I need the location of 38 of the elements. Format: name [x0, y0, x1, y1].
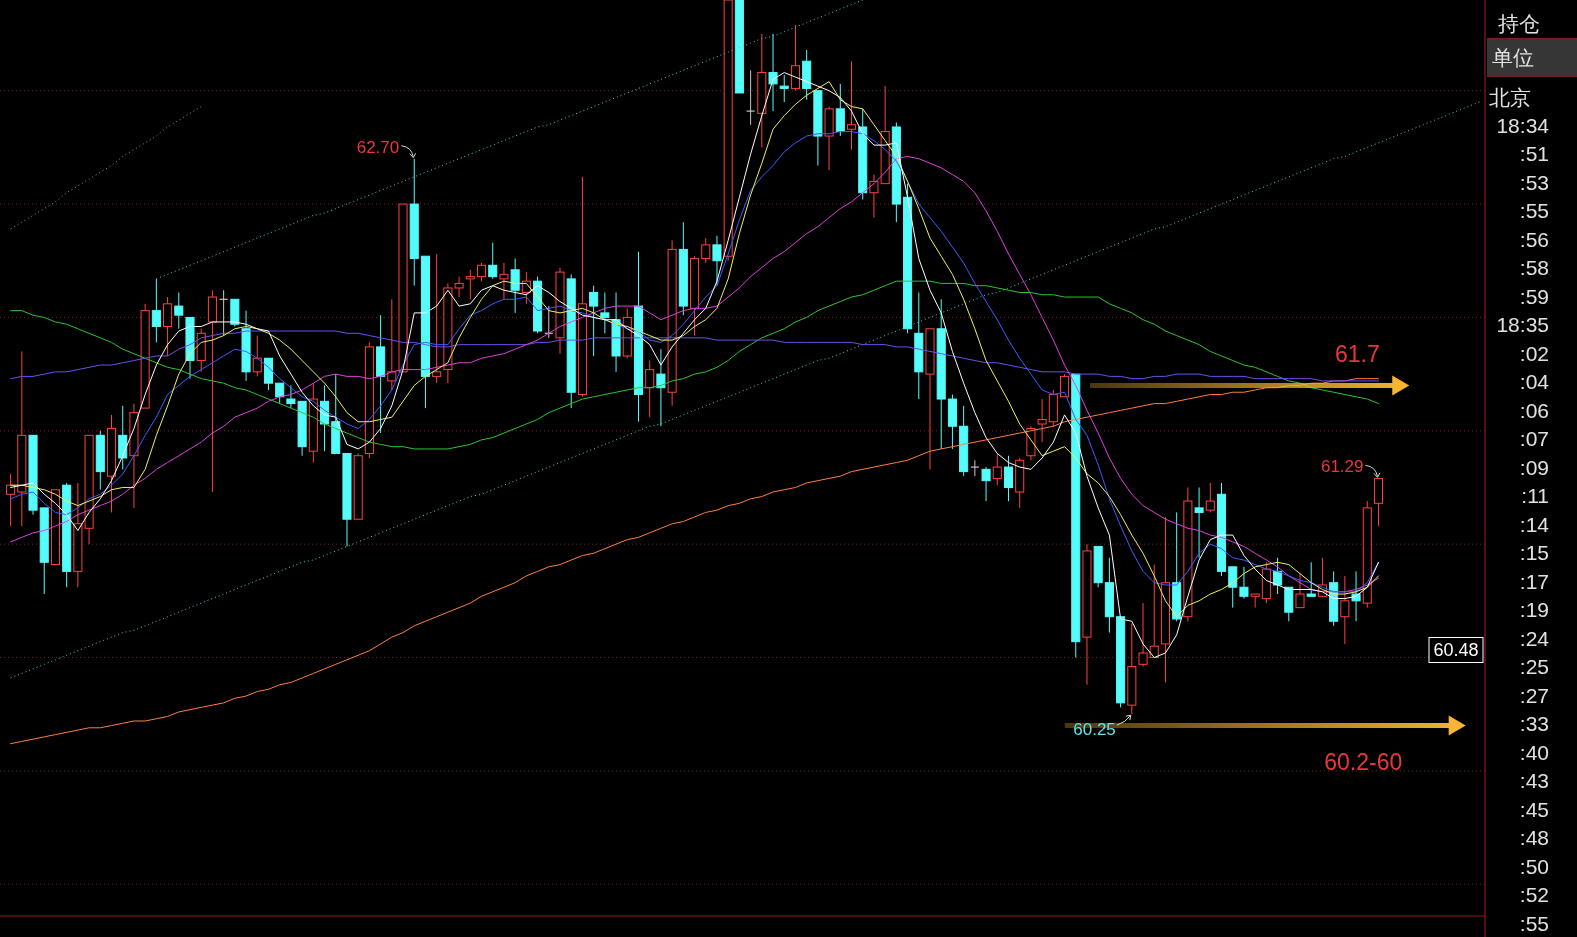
text: :04 — [1519, 370, 1550, 393]
text: :17 — [1519, 569, 1549, 593]
text: 北京 — [1489, 85, 1531, 109]
text: :11 — [1521, 484, 1549, 507]
annotation: 60.25 — [1073, 720, 1116, 740]
text: :33 — [1519, 712, 1549, 735]
text: :15 — [1519, 541, 1549, 564]
text: 18:34 — [1496, 113, 1550, 137]
text: 18:35 — [1496, 313, 1549, 336]
text: :25 — [1519, 655, 1549, 678]
text: :55 — [1519, 911, 1549, 935]
text: :06 — [1519, 398, 1549, 422]
text: :27 — [1519, 683, 1549, 707]
annotation: 61.29 — [1320, 457, 1364, 477]
text: :56 — [1519, 227, 1549, 251]
text: :07 — [1519, 427, 1549, 450]
annotation: 62.70 — [356, 137, 400, 157]
text: :19 — [1519, 598, 1549, 621]
text: :53 — [1519, 170, 1549, 194]
text: :58 — [1519, 256, 1549, 279]
text: :24 — [1519, 626, 1550, 650]
text: :40 — [1519, 740, 1549, 764]
text: :09 — [1519, 455, 1549, 479]
text: :48 — [1519, 826, 1549, 849]
text: :59 — [1519, 284, 1549, 308]
text: :02 — [1519, 341, 1549, 365]
text: :52 — [1519, 883, 1549, 906]
ref-line-label: 61.7 — [1334, 341, 1380, 368]
ref-line-label: 60.2-60 — [1324, 748, 1403, 775]
text: 单位 — [1492, 45, 1534, 69]
text: :50 — [1519, 854, 1549, 878]
text: :14 — [1519, 512, 1550, 536]
text: 持仓 — [1498, 11, 1540, 35]
text: :43 — [1519, 769, 1549, 792]
text: :51 — [1519, 142, 1549, 165]
text: :45 — [1519, 797, 1549, 821]
annotation: 60.48 — [1433, 639, 1479, 660]
text: :55 — [1519, 199, 1549, 222]
